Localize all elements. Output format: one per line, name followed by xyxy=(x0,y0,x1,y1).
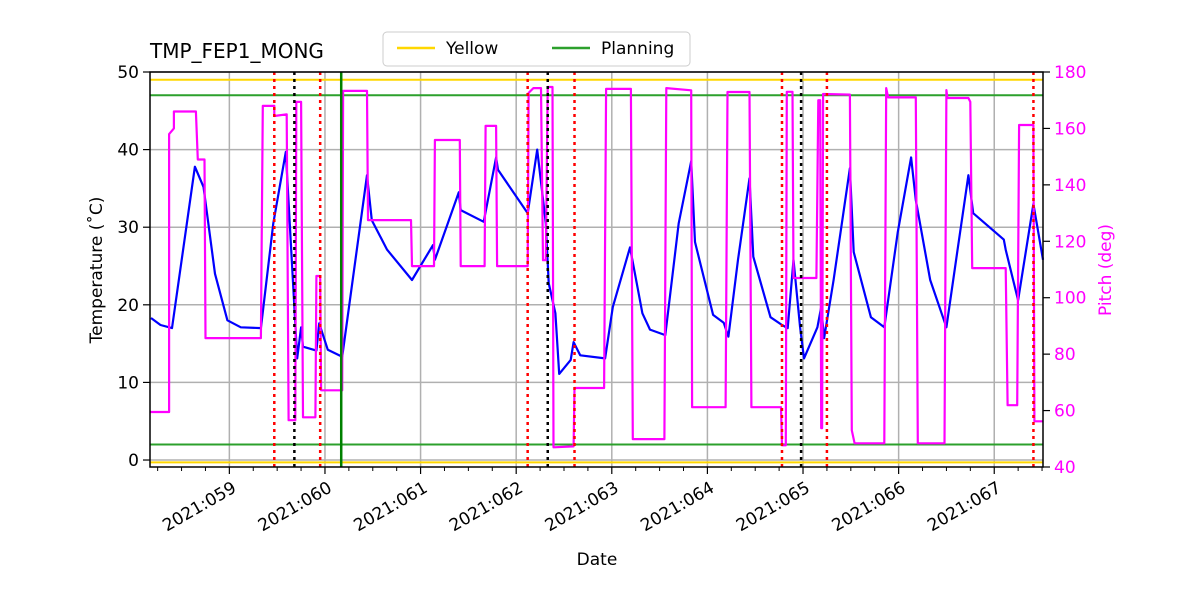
legend-label: Planning xyxy=(601,39,674,59)
x-tick-label: 2021:066 xyxy=(829,478,910,536)
legend-box xyxy=(382,31,691,67)
y2-tick-label: 120 xyxy=(1054,232,1086,252)
y-tick-label: 10 xyxy=(117,373,139,393)
plot-frame xyxy=(149,71,1044,468)
x-tick-label: 2021:067 xyxy=(924,478,1005,536)
x-tick-label: 2021:063 xyxy=(542,478,623,536)
temperature-series-line xyxy=(150,148,1045,375)
y2-tick-label: 100 xyxy=(1054,289,1086,309)
y-tick-label: 0 xyxy=(128,451,139,471)
y-axis-label: Temperature (˚C) xyxy=(86,197,107,345)
y2-tick-label: 80 xyxy=(1054,345,1076,365)
x-tick-label: 2021:061 xyxy=(351,478,432,536)
y-tick-label: 20 xyxy=(117,296,139,316)
pitch-series-line xyxy=(150,85,1043,449)
y2-tick-label: 160 xyxy=(1054,119,1086,139)
x-tick-label: 2021:062 xyxy=(446,478,527,536)
x-tick-label: 2021:060 xyxy=(255,478,336,536)
y-tick-label: 40 xyxy=(117,141,139,161)
x-tick-label: 2021:064 xyxy=(637,478,718,536)
grid xyxy=(150,71,1043,467)
y2-axis-label: Pitch (deg) xyxy=(1096,224,1116,316)
y2-tick-label: 60 xyxy=(1054,402,1076,422)
y2-tick-label: 140 xyxy=(1054,176,1086,196)
y2-tick-label: 40 xyxy=(1054,458,1076,478)
plot-marks xyxy=(150,72,1045,467)
x-tick-label: 2021:059 xyxy=(159,478,240,536)
legend: Yellow Planning xyxy=(382,31,691,67)
x-tick-label: 2021:065 xyxy=(733,478,814,536)
chart-title: TMP_FEP1_MONG xyxy=(149,39,324,63)
legend-label: Yellow xyxy=(445,39,498,59)
y-tick-label: 50 xyxy=(117,63,139,83)
y-tick-label: 30 xyxy=(117,218,139,238)
x-axis-label: Date xyxy=(577,550,618,570)
y2-tick-label: 180 xyxy=(1054,63,1086,83)
